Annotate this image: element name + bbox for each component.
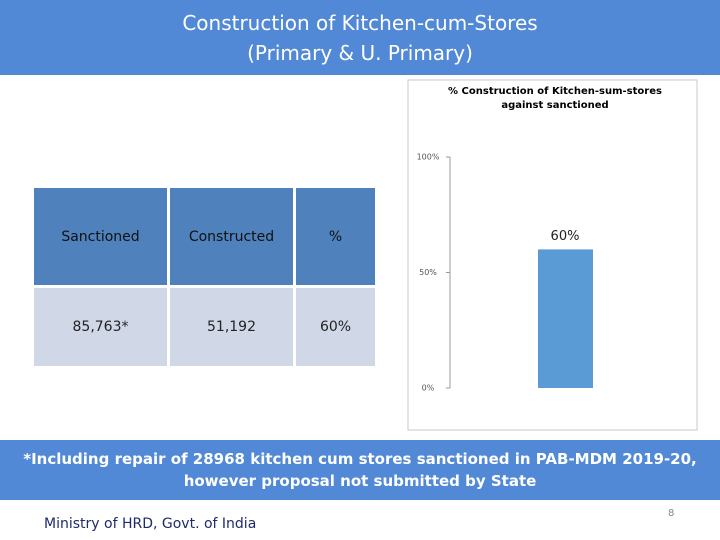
footer-org: Ministry of HRD, Govt. of India (44, 516, 257, 532)
table-header-cell: % (296, 188, 375, 285)
title-line: (Primary & U. Primary) (247, 41, 473, 65)
title: Construction of Kitchen-cum-Stores (Prim… (0, 8, 720, 68)
table-cell: 85,763* (34, 288, 167, 366)
table-header-cell: Constructed (170, 188, 293, 285)
chart-title: against sanctioned (501, 100, 608, 111)
page-number: 8 (668, 508, 675, 519)
note-band: *Including repair of 28968 kitchen cum s… (0, 440, 720, 500)
table-cell: 60% (296, 288, 375, 366)
y-tick-label: 0% (422, 384, 435, 393)
note-line: *Including repair of 28968 kitchen cum s… (23, 450, 697, 468)
title-line: Construction of Kitchen-cum-Stores (182, 11, 538, 35)
y-tick-label: 100% (417, 153, 440, 162)
y-tick-label: 50% (419, 268, 437, 277)
header-band: Construction of Kitchen-cum-Stores (Prim… (0, 0, 720, 75)
bar (538, 249, 593, 388)
table-header-cell: Sanctioned (34, 188, 167, 285)
chart-title: % Construction of Kitchen-sum-stores (448, 86, 662, 97)
note-line: however proposal not submitted by State (183, 472, 537, 490)
table-cell: 51,192 (170, 288, 293, 366)
data-label: 60% (551, 229, 580, 244)
